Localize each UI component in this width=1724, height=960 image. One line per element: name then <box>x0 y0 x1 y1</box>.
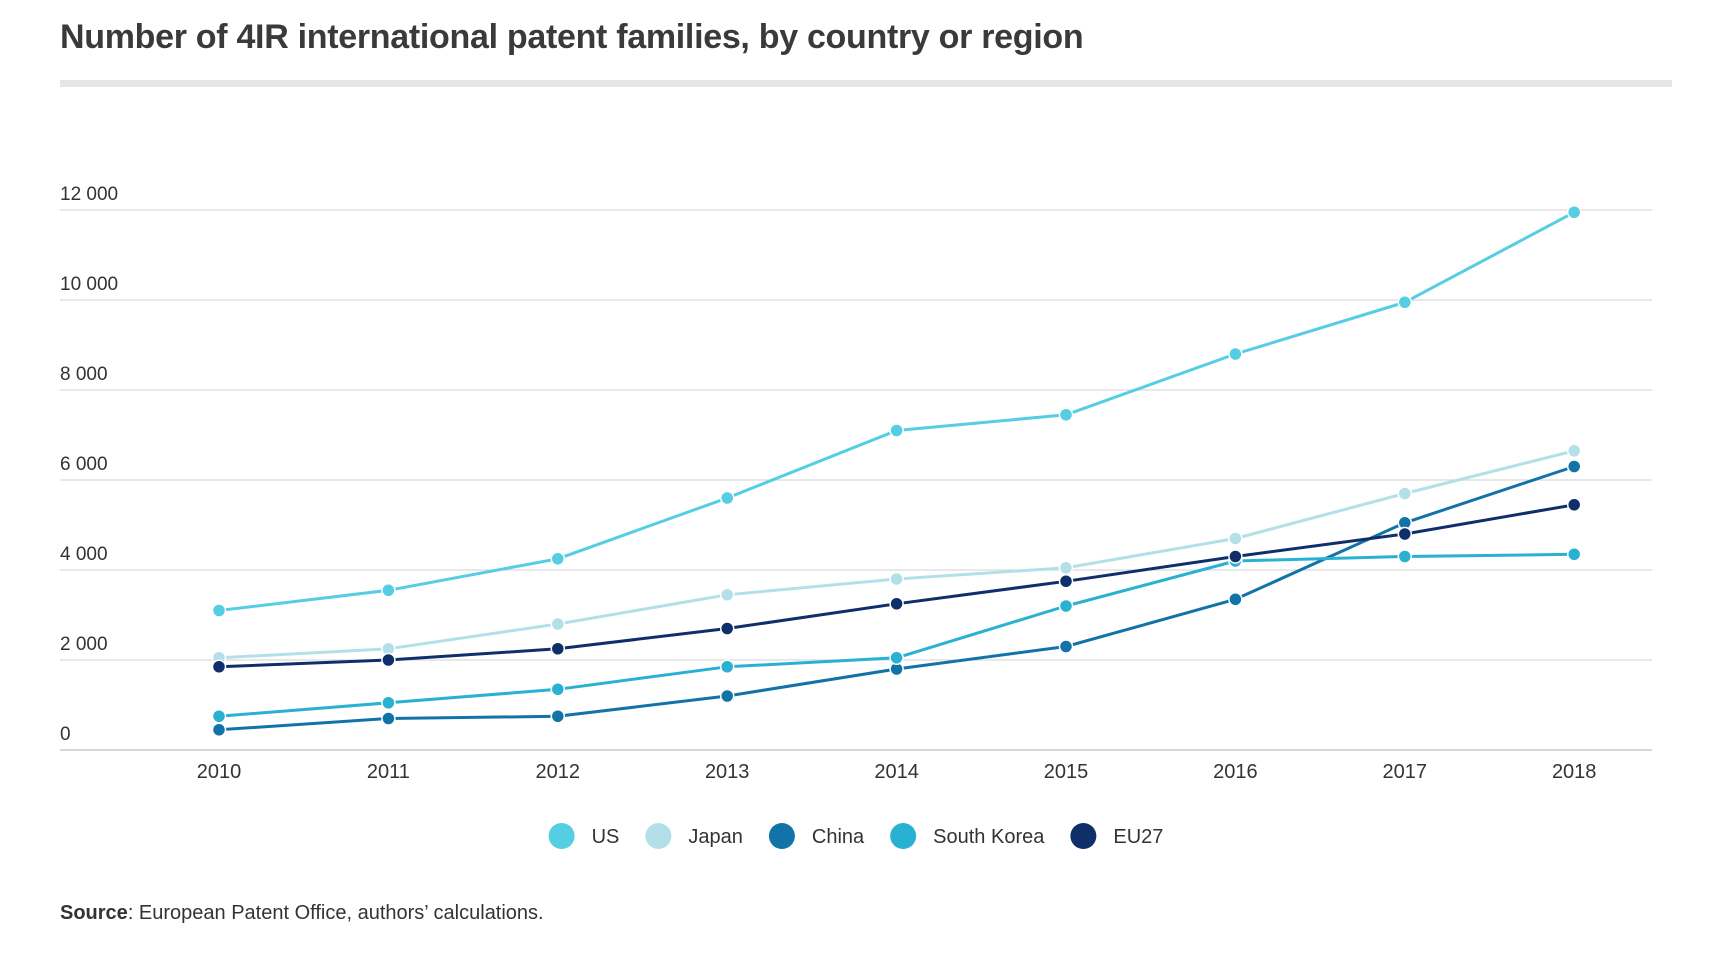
legend-label: EU27 <box>1113 826 1163 848</box>
data-point-china <box>719 688 735 704</box>
x-tick-label: 2018 <box>1552 761 1597 783</box>
data-point-china <box>1566 459 1582 474</box>
data-point-eu27 <box>1397 526 1413 542</box>
legend: US Japan China South Korea EU27 <box>548 823 1163 849</box>
x-tick-label: 2011 <box>367 761 410 783</box>
y-tick-label: 8 000 <box>60 364 108 385</box>
data-point-south-korea <box>719 659 735 674</box>
data-point-japan <box>1397 486 1413 501</box>
data-point-us <box>719 490 735 506</box>
data-point-china <box>1058 639 1074 654</box>
y-tick-label: 12 000 <box>60 184 118 205</box>
legend-marker <box>645 823 672 849</box>
data-point-us <box>1058 407 1074 422</box>
source-note: Source: European Patent Office, authors’… <box>60 902 544 925</box>
source-text: : European Patent Office, authors’ calcu… <box>127 902 544 924</box>
data-point-south-korea <box>1566 547 1582 562</box>
y-tick-label: 10 000 <box>60 274 118 295</box>
x-tick-label: 2017 <box>1383 761 1428 783</box>
data-point-eu27 <box>550 641 566 656</box>
legend-item-south-korea: South Korea <box>890 823 1045 849</box>
data-point-japan <box>1566 443 1582 458</box>
legend-marker <box>768 823 795 849</box>
data-point-south-korea <box>381 695 396 710</box>
data-point-eu27 <box>1228 549 1243 564</box>
legend-label: South Korea <box>933 826 1045 848</box>
data-point-japan <box>550 616 566 632</box>
gridlines <box>60 209 1652 751</box>
legend-item-us: US <box>548 823 620 849</box>
title-divider <box>60 80 1672 87</box>
data-point-us <box>211 603 227 618</box>
data-point-china <box>381 711 396 726</box>
data-point-south-korea <box>889 650 904 665</box>
data-point-eu27 <box>1058 574 1074 589</box>
data-point-south-korea <box>550 682 566 697</box>
data-point-eu27 <box>211 659 227 674</box>
legend-marker <box>1070 823 1097 849</box>
data-point-japan <box>1228 531 1243 546</box>
data-point-south-korea <box>211 709 227 724</box>
x-tick-label: 2013 <box>705 761 750 783</box>
data-point-china <box>550 709 566 724</box>
data-point-china <box>211 722 227 737</box>
series-points <box>211 205 1582 737</box>
series-line-us <box>218 210 1575 612</box>
x-axis-tick-labels: 2010 2011 2012 2013 2014 2015 2016 2017 2018 <box>197 761 1597 783</box>
legend-label: China <box>812 826 865 848</box>
legend-item-eu27: EU27 <box>1070 823 1163 849</box>
data-point-japan <box>719 587 735 602</box>
legend-item-china: China <box>768 823 865 849</box>
x-tick-label: 2010 <box>197 761 242 783</box>
source-label: Source <box>60 902 128 924</box>
y-tick-label: 2 000 <box>60 634 108 655</box>
y-axis-tick-labels: 0 2 000 4 000 6 000 8 000 10 000 12 000 <box>60 184 118 745</box>
data-point-eu27 <box>1566 497 1582 512</box>
data-point-south-korea <box>1058 598 1074 614</box>
data-point-us <box>889 423 904 438</box>
data-point-japan <box>889 571 904 587</box>
data-point-us <box>1566 205 1582 220</box>
data-point-us <box>1228 346 1243 362</box>
x-tick-label: 2012 <box>536 761 581 783</box>
legend-marker <box>548 823 575 849</box>
y-tick-label: 0 <box>60 724 71 745</box>
y-tick-label: 6 000 <box>60 454 108 475</box>
data-point-us <box>1397 295 1413 310</box>
data-point-china <box>1228 592 1243 607</box>
y-tick-label: 4 000 <box>60 544 108 565</box>
legend-marker <box>890 823 917 849</box>
data-point-us <box>381 583 396 598</box>
x-tick-label: 2016 <box>1213 761 1258 783</box>
data-point-south-korea <box>1397 549 1413 564</box>
legend-item-japan: Japan <box>645 823 743 849</box>
data-point-eu27 <box>381 652 396 668</box>
data-point-japan <box>1058 560 1074 575</box>
legend-label: US <box>592 826 620 848</box>
data-point-us <box>550 551 566 566</box>
x-tick-label: 2014 <box>874 761 919 783</box>
data-point-eu27 <box>719 621 735 636</box>
data-point-eu27 <box>889 596 904 611</box>
x-tick-label: 2015 <box>1044 761 1089 783</box>
series-line-japan <box>218 449 1575 660</box>
chart-title: Number of 4IR international patent famil… <box>60 18 1084 56</box>
legend-label: Japan <box>688 826 743 848</box>
